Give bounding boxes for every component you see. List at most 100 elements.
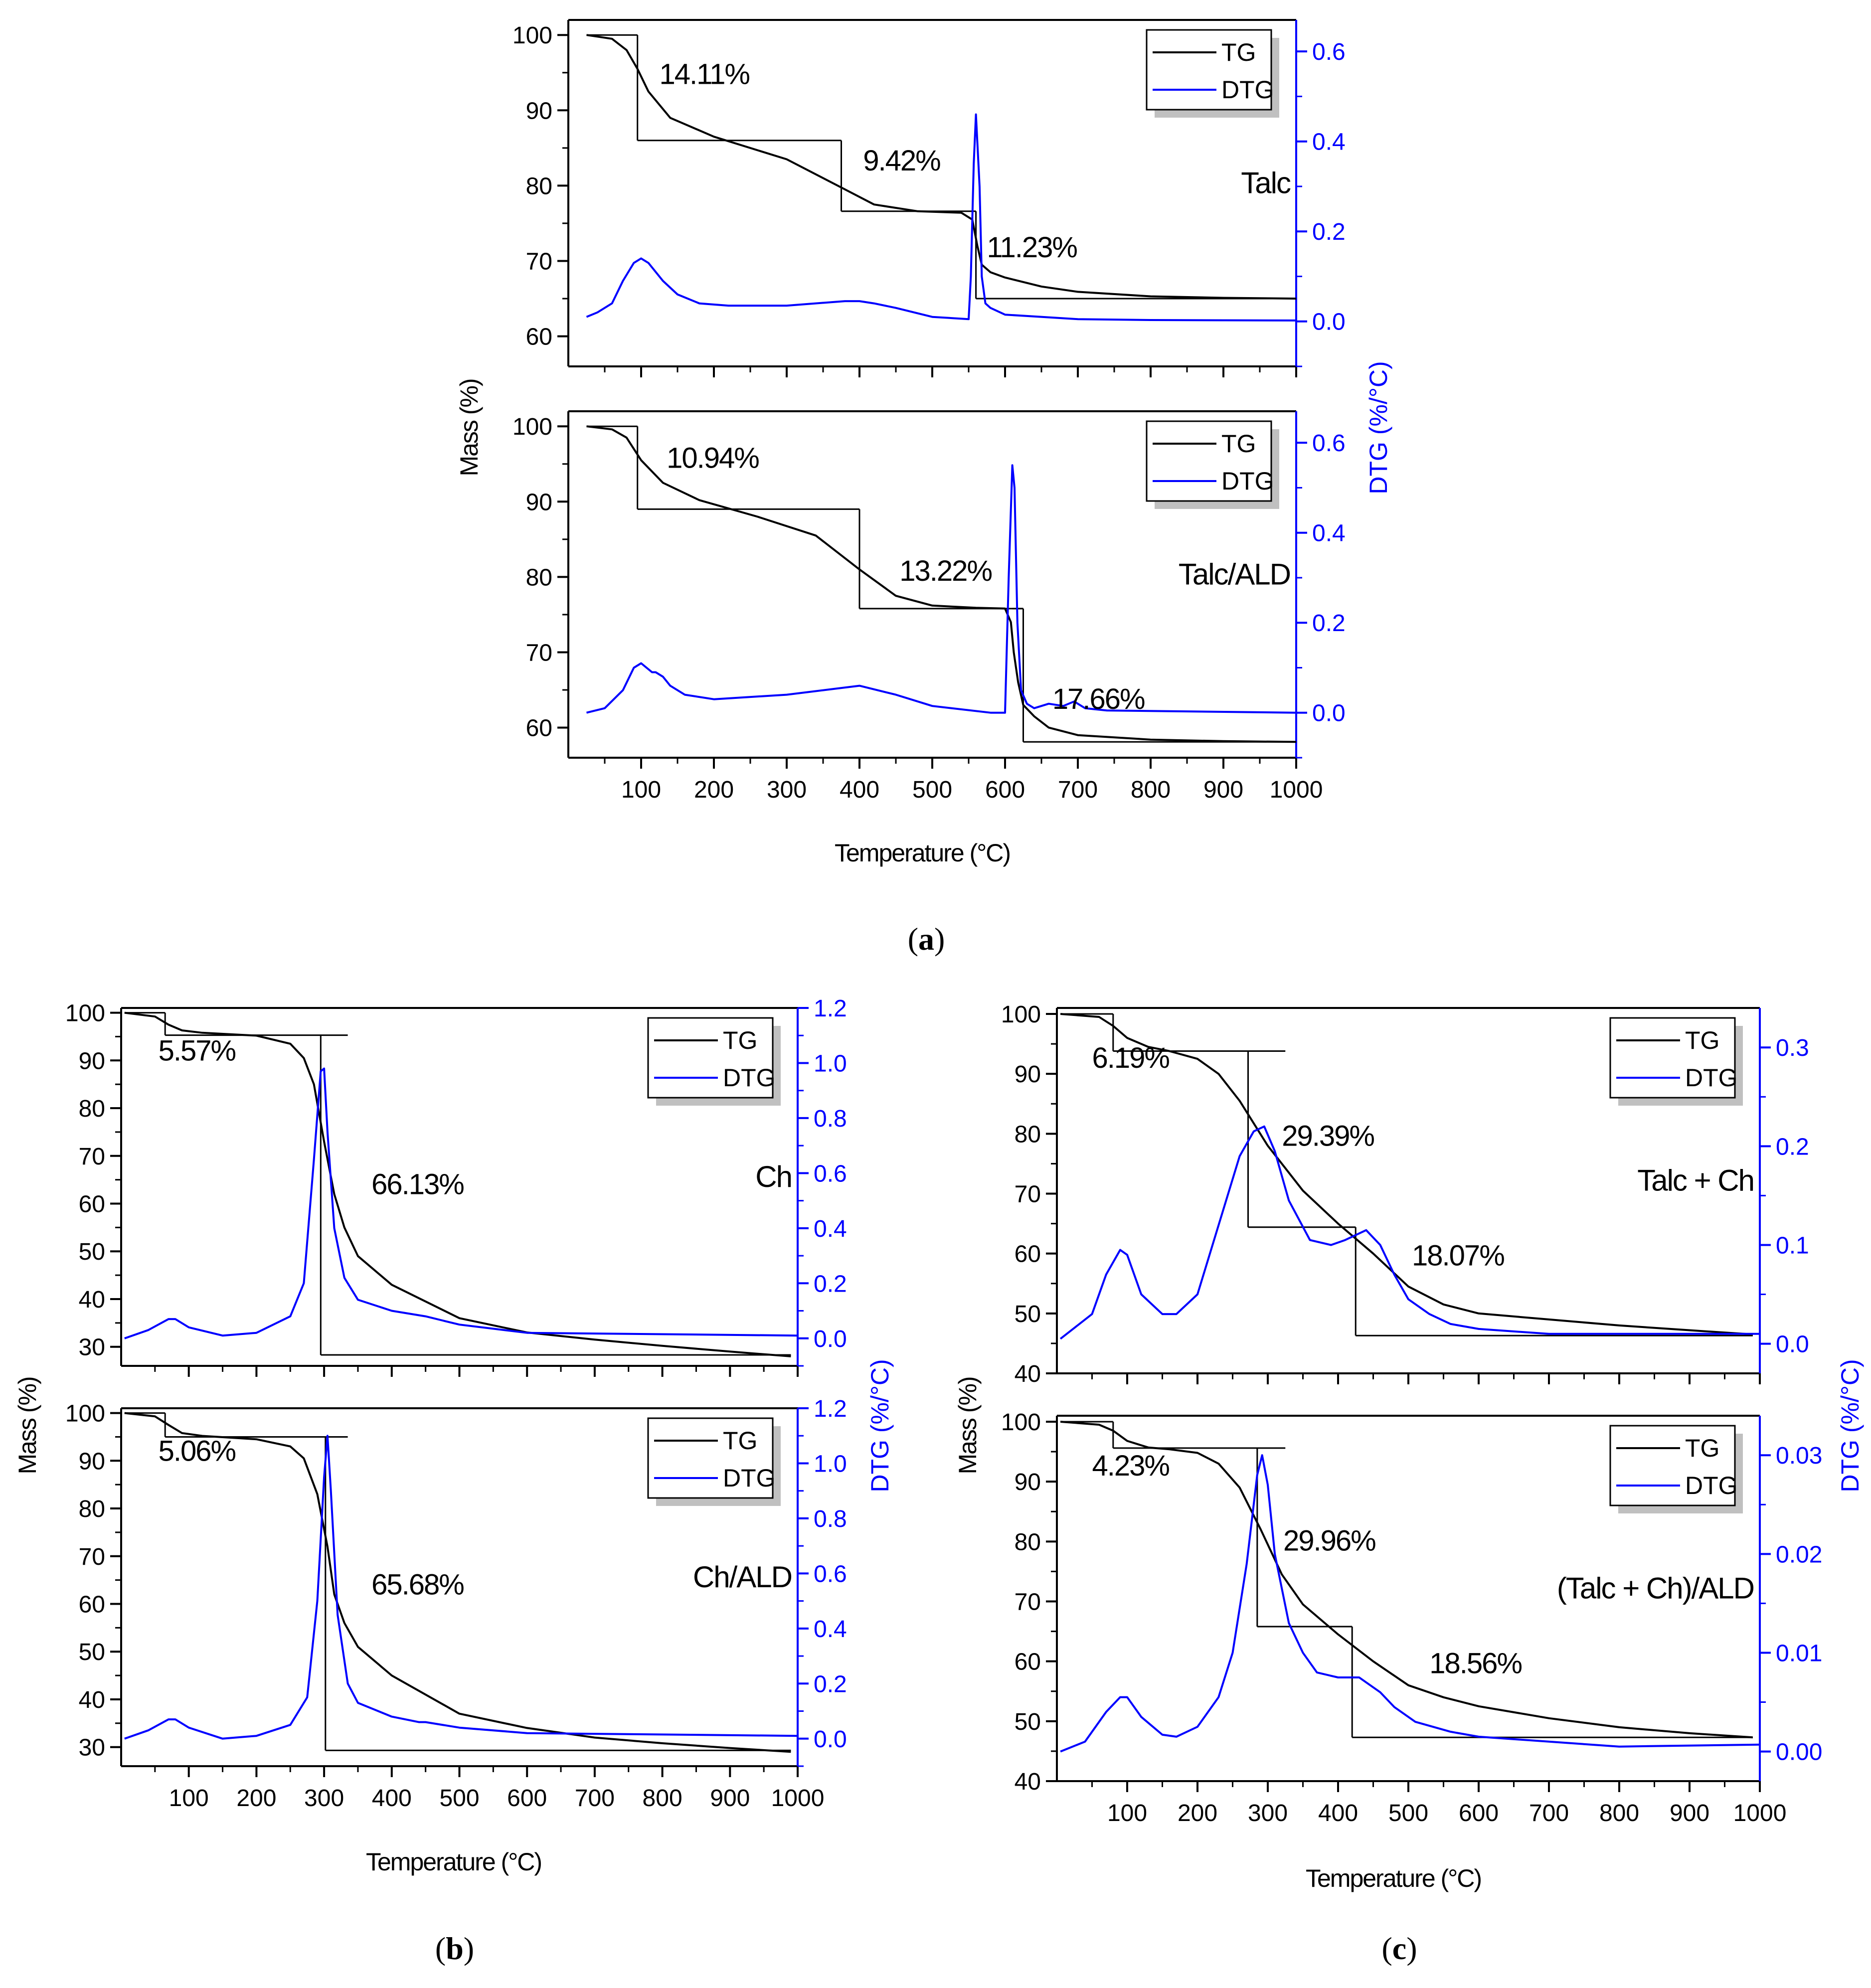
x-tick-label: 600	[985, 777, 1025, 803]
legend-label-dtg: DTG	[723, 1464, 776, 1492]
caption-c-letter: c	[1392, 1931, 1406, 1966]
series-tg-line	[586, 425, 1297, 743]
x-tick-label: 200	[236, 1785, 276, 1812]
caption-c-close: )	[1406, 1931, 1417, 1966]
caption-c-open: (	[1381, 1931, 1392, 1966]
x-tick-label: 500	[439, 1785, 479, 1812]
y2-tick-label: 0.6	[814, 1561, 847, 1587]
mass-loss-label: 29.96%	[1283, 1524, 1375, 1557]
x-tick-label: 200	[694, 777, 734, 803]
x-tick-label: 400	[1318, 1800, 1358, 1826]
caption-b-letter: b	[446, 1931, 464, 1966]
xlabel-a: Temperature (°C)	[835, 839, 1010, 867]
series-dtg-line	[1059, 1125, 1760, 1340]
legend-label-tg: TG	[1221, 38, 1256, 66]
x-tick-label: 1000	[1270, 777, 1323, 803]
y-tick-label: 90	[1015, 1061, 1041, 1088]
y2-tick-label: 1.0	[814, 1050, 847, 1077]
chart-ch: 30 40 50 60 70 80 90 100 0.0 0.2 0.4 0.6 0.8 1.0 1.2 5.…	[65, 995, 847, 1377]
caption-b-open: (	[435, 1931, 446, 1966]
legend-label-tg: TG	[1685, 1434, 1719, 1462]
chart-talc: 60 70 80 90 100 0.0 0.2 0.4 0.6 14.11% 9.42% 11.23%…	[512, 19, 1346, 377]
x-tick-label: 400	[372, 1785, 412, 1812]
y2-tick-label: 0.8	[814, 1506, 847, 1532]
y2-tick-label: 0.00	[1776, 1739, 1822, 1766]
series-dtg-line	[586, 464, 1297, 714]
axis-titles-b: Mass (%) DTG (%/°C) Temperature (°C)	[13, 1359, 894, 1876]
x-tick-label: 600	[507, 1785, 547, 1812]
y-tick-label: 50	[1015, 1709, 1041, 1735]
y2-tick-label: 0.0	[1312, 309, 1346, 335]
y-tick-label: 100	[1001, 1001, 1041, 1028]
series-tg-line	[124, 1412, 791, 1753]
y-tick-label: 70	[1015, 1589, 1041, 1616]
y-tick-label: 50	[79, 1639, 105, 1665]
mass-loss-label: 18.56%	[1429, 1648, 1522, 1680]
legend-box	[1146, 29, 1272, 111]
y-tick-label: 50	[1015, 1301, 1041, 1327]
y-tick-label: 100	[512, 22, 552, 49]
y2-tick-label: 0.2	[814, 1271, 847, 1297]
y-tick-label: 60	[79, 1592, 105, 1618]
y-tick-label: 100	[65, 1401, 105, 1427]
mass-loss-label: 29.39%	[1282, 1120, 1374, 1152]
axis-titles-c: Mass (%) DTG (%/°C) Temperature (°C)	[954, 1359, 1864, 1892]
series-dtg-line	[586, 113, 1297, 322]
legend-label-dtg: DTG	[1685, 1472, 1738, 1499]
legend-label-tg: TG	[1685, 1026, 1719, 1054]
legend-box	[647, 1017, 774, 1099]
y-tick-label: 100	[65, 1000, 105, 1027]
mass-loss-label: 6.19%	[1092, 1042, 1170, 1074]
sample-label: Ch/ALD	[693, 1560, 792, 1594]
y-tick-label: 40	[1015, 1769, 1041, 1795]
caption-b: (b)	[435, 1931, 474, 1966]
y2-tick-label: 0.0	[1776, 1331, 1809, 1358]
x-tick-label: 800	[1599, 1800, 1639, 1826]
x-tick-label: 100	[621, 777, 661, 803]
x-tick-label: 300	[304, 1785, 344, 1812]
y2-tick-label: 0.1	[1776, 1232, 1809, 1259]
y2-tick-label: 0.2	[1312, 219, 1346, 245]
legend-box	[647, 1417, 774, 1499]
charts-layer: 60 70 80 90 100 0.0 0.2 0.4 0.6 14.11% 9.42% 11.23%…	[65, 19, 1823, 1826]
x-tick-label: 300	[767, 777, 807, 803]
y-tick-label: 60	[526, 715, 552, 742]
series-tg-line	[586, 34, 1297, 300]
y2-tick-label: 0.3	[1776, 1035, 1809, 1061]
y-tick-label: 60	[526, 324, 552, 350]
y-tick-label: 90	[1015, 1469, 1041, 1495]
caption-a: (a)	[908, 921, 945, 957]
x-tick-label: 500	[1388, 1800, 1428, 1826]
mass-loss-label: 11.23%	[987, 231, 1077, 264]
y2-tick-label: 0.01	[1776, 1640, 1822, 1666]
series-tg-line	[1060, 1013, 1753, 1335]
x-tick-label: 500	[912, 777, 952, 803]
mass-loss-label: 5.57%	[159, 1034, 236, 1067]
y-tick-label: 40	[79, 1287, 105, 1313]
chart-talc-ch-ald: 100 200 300 400 500 600 700 800 900 1000 40 50 60 70 8…	[1001, 1409, 1823, 1826]
y2-tick-label: 0.0	[814, 1726, 847, 1753]
y-tick-label: 100	[1001, 1409, 1041, 1436]
y2-tick-label: 0.2	[814, 1671, 847, 1697]
series-dtg-line	[124, 1435, 798, 1740]
y-tick-label: 90	[79, 1048, 105, 1074]
sample-label: Ch	[755, 1160, 792, 1193]
ylabel-a: Mass (%)	[455, 379, 483, 476]
y2-tick-label: 0.4	[814, 1616, 847, 1643]
mass-loss-label: 5.06%	[159, 1435, 236, 1467]
caption-a-open: (	[908, 921, 918, 957]
xlabel-b: Temperature (°C)	[366, 1848, 541, 1876]
xlabel-c: Temperature (°C)	[1306, 1864, 1481, 1892]
legend-label-dtg: DTG	[1685, 1064, 1738, 1092]
y-tick-label: 30	[79, 1334, 105, 1361]
x-tick-label: 400	[840, 777, 879, 803]
y2-tick-label: 0.4	[814, 1216, 847, 1242]
y-tick-label: 60	[1015, 1241, 1041, 1268]
y-tick-label: 80	[526, 564, 552, 591]
y-tick-label: 60	[79, 1191, 105, 1218]
y-tick-label: 100	[512, 414, 552, 440]
series-tg-line	[1060, 1421, 1753, 1739]
y2-tick-label: 0.6	[1312, 430, 1346, 457]
legend-box	[1609, 1425, 1736, 1506]
